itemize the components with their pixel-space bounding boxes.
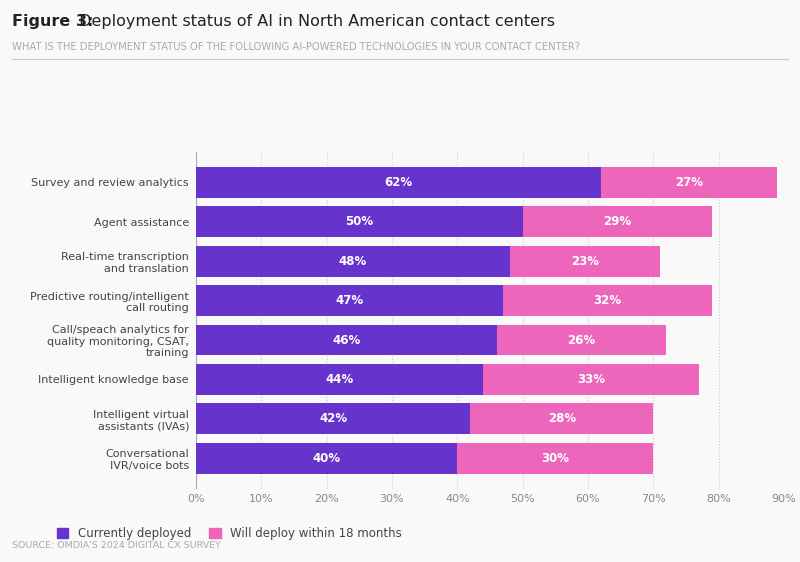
- Text: 48%: 48%: [338, 255, 367, 268]
- Text: 32%: 32%: [594, 294, 622, 307]
- Text: 50%: 50%: [346, 215, 374, 228]
- Text: Deployment status of AI in North American contact centers: Deployment status of AI in North America…: [74, 14, 554, 29]
- Text: 40%: 40%: [313, 452, 341, 465]
- Legend: Currently deployed, Will deploy within 18 months: Currently deployed, Will deploy within 1…: [52, 523, 406, 545]
- Bar: [196, 364, 483, 395]
- Text: 23%: 23%: [570, 255, 598, 268]
- Text: 26%: 26%: [567, 333, 595, 347]
- Bar: [503, 285, 712, 316]
- Bar: [196, 285, 503, 316]
- Text: Figure 3:: Figure 3:: [12, 14, 94, 29]
- Bar: [196, 167, 601, 198]
- Bar: [196, 404, 470, 434]
- Text: 62%: 62%: [385, 176, 413, 189]
- Text: 42%: 42%: [319, 413, 347, 425]
- Bar: [601, 167, 778, 198]
- Text: 29%: 29%: [603, 215, 631, 228]
- Bar: [196, 443, 458, 474]
- Text: 27%: 27%: [675, 176, 703, 189]
- Bar: [470, 404, 654, 434]
- Bar: [196, 325, 497, 355]
- Text: WHAT IS THE DEPLOYMENT STATUS OF THE FOLLOWING AI-POWERED TECHNOLOGIES IN YOUR C: WHAT IS THE DEPLOYMENT STATUS OF THE FOL…: [12, 42, 580, 52]
- Text: 33%: 33%: [578, 373, 606, 386]
- Bar: [196, 246, 510, 277]
- Bar: [522, 206, 712, 237]
- Text: 28%: 28%: [548, 413, 576, 425]
- Text: 30%: 30%: [542, 452, 570, 465]
- Bar: [196, 206, 522, 237]
- Text: 44%: 44%: [326, 373, 354, 386]
- Text: 46%: 46%: [332, 333, 360, 347]
- Text: 47%: 47%: [335, 294, 363, 307]
- Bar: [497, 325, 666, 355]
- Text: SOURCE: OMDIA'S 2024 DIGITAL CX SURVEY: SOURCE: OMDIA'S 2024 DIGITAL CX SURVEY: [12, 541, 221, 550]
- Bar: [458, 443, 654, 474]
- Bar: [510, 246, 660, 277]
- Bar: [483, 364, 699, 395]
